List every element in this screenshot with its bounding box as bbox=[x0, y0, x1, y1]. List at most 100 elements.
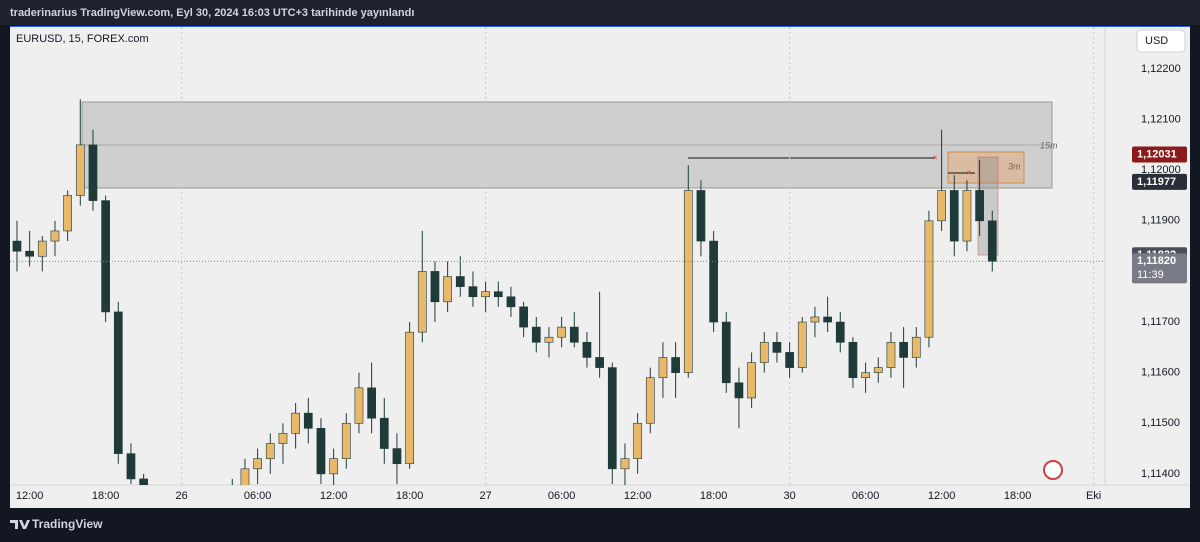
candle-body bbox=[544, 336, 554, 343]
x-tick-label: 18:00 bbox=[396, 490, 424, 502]
x-tick-label: 26 bbox=[176, 490, 188, 502]
candle-body bbox=[265, 443, 275, 459]
price-label: 1,11820 bbox=[1137, 255, 1176, 267]
x-tick-label: 27 bbox=[479, 490, 491, 502]
candle-body bbox=[962, 190, 972, 242]
candle-body bbox=[671, 357, 680, 373]
candle-body bbox=[607, 367, 617, 470]
tv-logo bbox=[10, 520, 30, 529]
price-label-box bbox=[1132, 253, 1187, 284]
x-tick-label: 06:00 bbox=[244, 490, 272, 502]
currency-label[interactable]: USD bbox=[1145, 35, 1168, 47]
y-tick-label: 1,11500 bbox=[1141, 417, 1180, 429]
x-tick-label: Eki bbox=[1086, 490, 1101, 502]
candle-body bbox=[63, 195, 72, 232]
candle-body bbox=[253, 458, 262, 470]
x-tick-label: 12:00 bbox=[624, 490, 652, 502]
header-text: traderinarius TradingView.com, Eyl 30, 2… bbox=[10, 7, 414, 19]
candle-body bbox=[430, 271, 440, 303]
footer-bar bbox=[0, 508, 1200, 542]
candle-body bbox=[747, 362, 756, 399]
candle-body bbox=[341, 422, 351, 459]
candle-body bbox=[835, 321, 845, 343]
candle-body bbox=[126, 453, 136, 480]
candle-body bbox=[316, 428, 326, 475]
candle-body bbox=[810, 316, 820, 323]
candle-body bbox=[367, 387, 376, 419]
candle-body bbox=[468, 286, 478, 298]
candle-body bbox=[987, 220, 997, 262]
x-tick-label: 12:00 bbox=[16, 490, 44, 502]
candle-body bbox=[899, 341, 908, 358]
candle-body bbox=[481, 291, 490, 298]
annotation: 15m bbox=[1040, 140, 1058, 150]
candle-body bbox=[949, 190, 959, 242]
x-tick-label: 30 bbox=[783, 490, 795, 502]
candle-body bbox=[37, 240, 47, 257]
candle-body bbox=[557, 326, 566, 338]
candle-body bbox=[975, 190, 984, 222]
candle-body bbox=[405, 331, 414, 465]
candle-body bbox=[823, 316, 832, 323]
y-tick-label: 1,11900 bbox=[1141, 215, 1180, 227]
chart-area bbox=[10, 26, 1190, 508]
candle-body bbox=[101, 200, 110, 313]
candle-body bbox=[519, 306, 528, 328]
candle-body bbox=[569, 326, 579, 343]
y-tick-label: 1,11600 bbox=[1141, 367, 1180, 379]
y-tick-label: 1,12100 bbox=[1141, 114, 1181, 126]
candle-body bbox=[278, 433, 288, 444]
candle-body bbox=[734, 382, 744, 399]
footer-brand: TradingView bbox=[32, 517, 103, 531]
candle-body bbox=[696, 190, 706, 242]
candle-body bbox=[873, 367, 883, 373]
candle-body bbox=[911, 336, 921, 358]
candle-body bbox=[25, 250, 34, 257]
candle-body bbox=[139, 478, 148, 485]
candle-body bbox=[240, 468, 250, 485]
candle-body bbox=[797, 321, 807, 368]
candle-body bbox=[417, 271, 427, 333]
y-tick-label: 1,11700 bbox=[1141, 316, 1180, 328]
x-tick-label: 06:00 bbox=[548, 490, 576, 502]
price-label: 1,12031 bbox=[1137, 148, 1177, 160]
candle-body bbox=[924, 220, 934, 338]
candle-body bbox=[329, 458, 338, 475]
x-marker: × bbox=[966, 167, 971, 177]
candle-body bbox=[759, 341, 769, 363]
x-tick-label: 18:00 bbox=[700, 490, 728, 502]
x-tick-label: 12:00 bbox=[320, 490, 348, 502]
price-label: 1,11977 bbox=[1137, 176, 1176, 188]
countdown: 11:39 bbox=[1137, 269, 1164, 281]
candle-body bbox=[848, 341, 858, 379]
x-tick-label: 06:00 bbox=[852, 490, 880, 502]
symbol-label: EURUSD, 15, FOREX.com bbox=[16, 33, 149, 45]
currency-button[interactable] bbox=[1136, 29, 1186, 53]
candle-body bbox=[88, 144, 98, 201]
candle-body bbox=[392, 448, 402, 465]
candle-body bbox=[291, 412, 300, 434]
candle-body bbox=[937, 190, 946, 222]
candle-body bbox=[75, 144, 85, 196]
y-tick-label: 1,12200 bbox=[1141, 63, 1181, 75]
candle-body bbox=[721, 321, 731, 384]
candle-body bbox=[443, 276, 452, 303]
candle-body bbox=[595, 357, 604, 368]
y-tick-label: 1,11400 bbox=[1141, 468, 1180, 480]
candle-body bbox=[620, 458, 630, 470]
candle-body bbox=[785, 352, 794, 368]
candle-body bbox=[645, 377, 655, 424]
candle-body bbox=[683, 190, 693, 373]
candle-body bbox=[12, 240, 22, 252]
candle-body bbox=[303, 412, 313, 429]
x-marker: × bbox=[932, 152, 937, 162]
x-tick-label: 18:00 bbox=[1004, 490, 1032, 502]
price-label-box bbox=[1132, 173, 1187, 190]
price-label-box bbox=[1132, 146, 1187, 163]
candle-body bbox=[886, 341, 896, 368]
plot: × × bbox=[12, 27, 1095, 485]
candle-body bbox=[50, 230, 60, 242]
candle-body bbox=[658, 357, 668, 379]
